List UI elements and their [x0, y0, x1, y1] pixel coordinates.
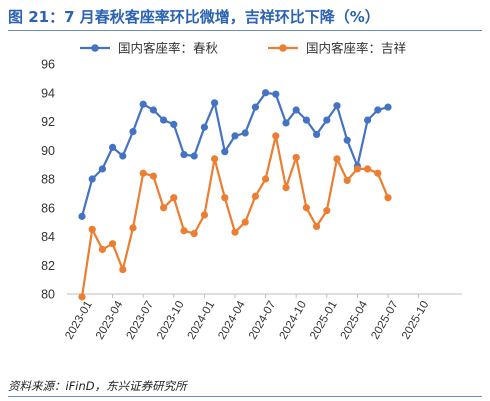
legend-label-1: 国内客座率：春秋 [118, 41, 219, 56]
data-point-series-1 [129, 127, 137, 136]
data-point-series-1 [200, 123, 208, 131]
data-point-series-2 [200, 211, 208, 219]
data-point-series-2 [384, 194, 392, 202]
data-point-series-1 [211, 99, 219, 107]
data-point-series-1 [292, 106, 300, 114]
data-point-series-2 [88, 225, 96, 233]
data-point-series-1 [78, 212, 86, 220]
x-tick-label: 2023-04 [94, 299, 126, 342]
data-point-series-2 [343, 176, 351, 185]
data-point-series-2 [262, 175, 270, 183]
data-point-series-2 [129, 224, 137, 232]
data-point-series-1 [384, 103, 392, 111]
data-point-series-1 [109, 143, 117, 151]
chart-title: 图 21：7 月春秋客座率环比微增，吉祥环比下降（%） [8, 8, 380, 26]
data-point-series-2 [221, 194, 229, 202]
data-point-series-1 [160, 116, 168, 124]
y-tick-label: 90 [41, 144, 55, 158]
x-tick-label: 2024-01 [186, 299, 218, 342]
data-point-series-1 [282, 119, 290, 127]
data-point-series-2 [160, 204, 168, 212]
data-point-series-2 [302, 204, 310, 212]
x-tick-label: 2025-10 [400, 299, 432, 342]
y-tick-label: 86 [41, 201, 55, 215]
y-axis: 80 82 84 86 88 90 92 94 96 [41, 58, 55, 302]
series-line-2 [80, 134, 390, 298]
data-point-series-2 [211, 155, 219, 163]
data-point-series-2 [292, 153, 300, 162]
data-point-series-2 [78, 293, 86, 301]
data-point-series-1 [170, 120, 178, 128]
data-point-series-2 [272, 132, 280, 140]
y-tick-label: 94 [41, 86, 55, 100]
y-tick-label: 96 [41, 58, 55, 72]
data-point-series-2 [149, 172, 157, 180]
source-note: 资料来源：iFinD，东兴证券研究所 [8, 379, 187, 393]
data-point-series-1 [251, 103, 259, 111]
data-point-series-2 [353, 165, 361, 173]
data-point-series-2 [231, 228, 239, 236]
x-tick-label: 2025-01 [308, 299, 340, 342]
series-line-1 [80, 91, 389, 217]
x-tick-label: 2023-07 [125, 299, 157, 342]
bottom-divider [8, 396, 482, 397]
data-point-series-1 [241, 129, 249, 137]
legend: 国内客座率：春秋 国内客座率：吉祥 [80, 41, 406, 56]
data-point-series-2 [323, 207, 331, 215]
data-point-series-2 [282, 184, 290, 192]
data-point-series-2 [180, 227, 188, 235]
data-point-series-2 [333, 155, 341, 163]
data-point-series-1 [302, 116, 310, 124]
data-point-series-1 [272, 90, 280, 98]
data-point-series-1 [190, 152, 198, 160]
plot-area [78, 89, 392, 301]
data-point-series-1 [364, 116, 372, 124]
data-point-series-2 [190, 230, 198, 238]
x-tick-label: 2024-10 [278, 299, 310, 342]
data-point-series-1 [313, 130, 321, 139]
data-point-series-2 [241, 218, 249, 226]
data-point-series-1 [221, 148, 229, 156]
x-tick-label: 2024-07 [247, 299, 279, 342]
data-point-series-1 [180, 150, 188, 159]
data-point-series-2 [364, 165, 372, 173]
y-tick-label: 88 [41, 173, 55, 187]
data-point-series-2 [119, 265, 127, 274]
x-tick-label: 2025-04 [339, 299, 371, 342]
x-axis: 2023-01 2023-04 2023-07 2023-10 2024-01 2024-… [63, 293, 462, 342]
data-point-series-1 [88, 175, 96, 183]
data-point-series-2 [251, 192, 259, 200]
data-point-series-2 [313, 222, 321, 231]
y-tick-label: 82 [41, 259, 55, 273]
data-point-series-1 [374, 106, 382, 114]
x-tick-label: 2023-01 [63, 299, 95, 342]
y-tick-label: 92 [41, 115, 55, 129]
data-point-series-1 [231, 132, 239, 140]
data-point-series-2 [109, 240, 117, 248]
x-tick-label: 2023-10 [155, 299, 187, 342]
data-point-series-1 [262, 89, 270, 97]
title-divider [8, 30, 482, 31]
legend-label-2: 国内客座率：吉祥 [306, 41, 406, 56]
data-point-series-2 [170, 194, 178, 202]
x-tick-label: 2025-07 [369, 299, 401, 342]
legend-marker-2 [279, 44, 287, 52]
data-point-series-1 [333, 102, 341, 110]
data-point-series-1 [98, 165, 106, 173]
y-tick-label: 80 [41, 288, 55, 302]
data-point-series-1 [139, 100, 147, 108]
legend-marker-1 [91, 44, 99, 52]
data-point-series-1 [323, 116, 331, 124]
data-point-series-1 [149, 106, 157, 114]
data-point-series-1 [119, 152, 127, 160]
x-tick-label: 2024-04 [216, 299, 248, 342]
data-point-series-2 [139, 169, 147, 177]
data-point-series-2 [374, 169, 382, 177]
data-point-series-2 [98, 245, 106, 254]
y-tick-label: 84 [41, 230, 55, 244]
data-point-series-1 [343, 136, 351, 144]
